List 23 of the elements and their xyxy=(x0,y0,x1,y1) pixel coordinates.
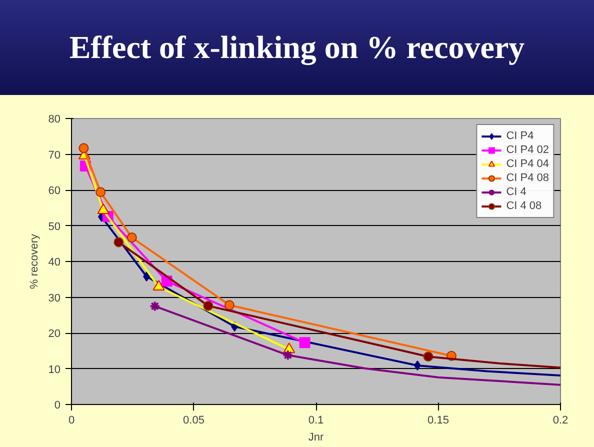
legend-label: CI P4 04 xyxy=(506,157,549,171)
x-axis-title: Jnr xyxy=(308,432,324,444)
y-tick-label: 60 xyxy=(48,185,61,197)
y-tick-label: 40 xyxy=(48,256,61,268)
y-tick-label: 0 xyxy=(54,400,61,412)
y-tick-label: 30 xyxy=(48,292,61,304)
y-tick-label: 10 xyxy=(48,364,61,376)
x-tick-label: 0 xyxy=(68,414,75,426)
chart-title: Effect of x-linking on % recovery xyxy=(69,28,525,68)
x-tick-label: 0.05 xyxy=(183,414,204,426)
legend-label: CI P4 02 xyxy=(506,143,549,157)
y-tick-label: 80 xyxy=(48,114,61,126)
legend-label: CI 4 08 xyxy=(506,199,542,213)
legend-label: CI P4 xyxy=(506,129,534,143)
legend-label: CI 4 xyxy=(506,185,526,199)
y-axis-title: % recovery xyxy=(28,233,40,290)
x-tick-label: 0.1 xyxy=(308,414,324,426)
x-tick-label: 0.2 xyxy=(552,414,568,426)
y-tick-label: 70 xyxy=(48,149,61,162)
y-tick-label: 20 xyxy=(48,328,61,340)
y-tick-label: 50 xyxy=(48,220,61,233)
legend-label: CI P4 08 xyxy=(506,171,549,185)
x-tick-label: 0.15 xyxy=(428,414,449,426)
